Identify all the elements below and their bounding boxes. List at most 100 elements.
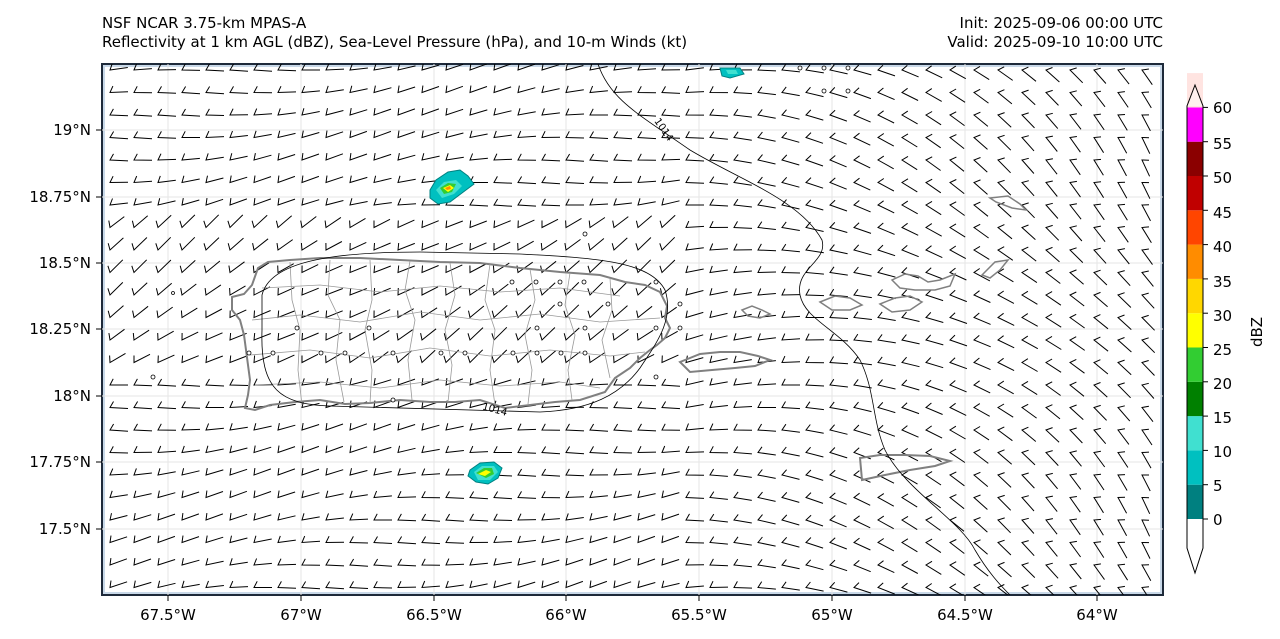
- wind-barb: [565, 468, 585, 477]
- wind-barb: [493, 85, 512, 94]
- wind-barb: [349, 536, 369, 544]
- wind-barb: [565, 131, 585, 139]
- wind-barb: [133, 535, 152, 544]
- wind-barb: [373, 153, 392, 161]
- wind-barb: [637, 513, 656, 521]
- wind-barb: [445, 580, 464, 589]
- wind-barb: [659, 259, 676, 274]
- wind-barb: [300, 216, 317, 229]
- wind-barb: [301, 558, 321, 566]
- wind-barb: [612, 328, 629, 341]
- st-thomas-island: [818, 295, 864, 311]
- wind-barb: [901, 222, 919, 236]
- wind-barb: [443, 349, 460, 364]
- wind-barb: [877, 470, 895, 484]
- wind-barb: [1141, 226, 1152, 244]
- wind-barb: [685, 131, 705, 139]
- wind-barb: [1021, 246, 1037, 262]
- wind-barb: [1069, 358, 1085, 374]
- wind-barb: [469, 378, 488, 386]
- wind-barb: [997, 426, 1013, 442]
- wind-barb: [588, 328, 605, 341]
- wind-barb: [445, 491, 465, 499]
- wind-barb: [925, 178, 942, 194]
- wind-barb: [829, 581, 848, 593]
- wind-barb: [805, 559, 824, 571]
- wind-barb: [709, 446, 729, 454]
- wind-barb: [661, 354, 679, 364]
- wind-barb: [565, 64, 584, 71]
- wind-barb: [373, 175, 392, 184]
- wind-barb: [157, 378, 177, 387]
- wind-barb: [973, 312, 991, 325]
- wind-barb: [709, 355, 728, 364]
- wind-barb: [949, 494, 965, 510]
- wind-barb: [205, 535, 224, 544]
- wind-barb: [805, 288, 825, 297]
- x-tick-label: 64.5°W: [937, 606, 993, 624]
- wind-barb: [565, 85, 584, 94]
- wind-barb: [205, 580, 224, 589]
- wind-barb: [468, 305, 485, 319]
- wind-barb: [301, 468, 320, 476]
- reflectivity-cell-south: [467, 461, 503, 485]
- wind-barb: [373, 468, 392, 476]
- wind-barb: [805, 199, 824, 211]
- colorbar-over-extension: [1187, 85, 1203, 106]
- colorbar-tick-label: 30: [1213, 307, 1232, 325]
- wind-barb: [564, 351, 581, 364]
- wind-barb: [925, 538, 942, 554]
- wind-barb: [539, 350, 557, 364]
- wind-barb: [925, 223, 942, 237]
- wind-barb: [277, 263, 294, 274]
- wind-barb: [253, 490, 272, 499]
- wind-barb: [1141, 405, 1154, 423]
- wind-barb: [253, 468, 272, 476]
- wind-barb: [1141, 248, 1153, 265]
- wind-barb: [1069, 450, 1082, 467]
- wind-barb: [589, 513, 608, 521]
- wind-barb: [613, 513, 632, 521]
- wind-barb: [877, 560, 895, 574]
- wind-barb: [925, 493, 941, 509]
- colorbar-ticks: [1203, 106, 1208, 520]
- wind-barb: [949, 201, 965, 216]
- wind-barb: [1141, 159, 1151, 177]
- wind-barb: [709, 243, 729, 251]
- wind-barb: [277, 332, 295, 341]
- wind-barb: [325, 400, 344, 409]
- wind-barb: [1045, 518, 1058, 535]
- wind-barb: [925, 156, 941, 171]
- wind-barb: [493, 400, 512, 409]
- wind-barb: [949, 312, 968, 324]
- wind-barb: [349, 581, 369, 589]
- wind-barb: [565, 513, 584, 521]
- wind-barb: [973, 335, 991, 348]
- wind-barb: [373, 558, 393, 567]
- wind-barb: [659, 214, 676, 229]
- wind-barb: [1141, 114, 1151, 132]
- wind-barb: [805, 537, 824, 549]
- wind-barb: [229, 400, 249, 409]
- wind-barb: [757, 199, 776, 209]
- wind-barb: [203, 237, 220, 251]
- wind-barb: [539, 327, 556, 341]
- colorbar-band: [1187, 176, 1203, 211]
- wind-barb: [805, 446, 824, 458]
- wind-barb: [637, 401, 657, 410]
- wind-barb: [637, 490, 656, 499]
- wind-barb: [397, 198, 417, 206]
- wind-barb: [1045, 472, 1058, 490]
- wind-barb: [781, 514, 800, 526]
- wind-barb: [181, 175, 200, 184]
- wind-barb: [1069, 540, 1082, 558]
- wind-barb: [589, 490, 608, 499]
- wind-barb: [1069, 136, 1081, 153]
- wind-barb: [325, 581, 345, 590]
- wind-barb: [637, 86, 657, 94]
- wind-barb: [1117, 270, 1131, 287]
- wind-barb: [901, 334, 920, 345]
- wind-barb: [229, 355, 247, 364]
- wind-barb: [133, 423, 153, 432]
- wind-barb: [205, 513, 224, 521]
